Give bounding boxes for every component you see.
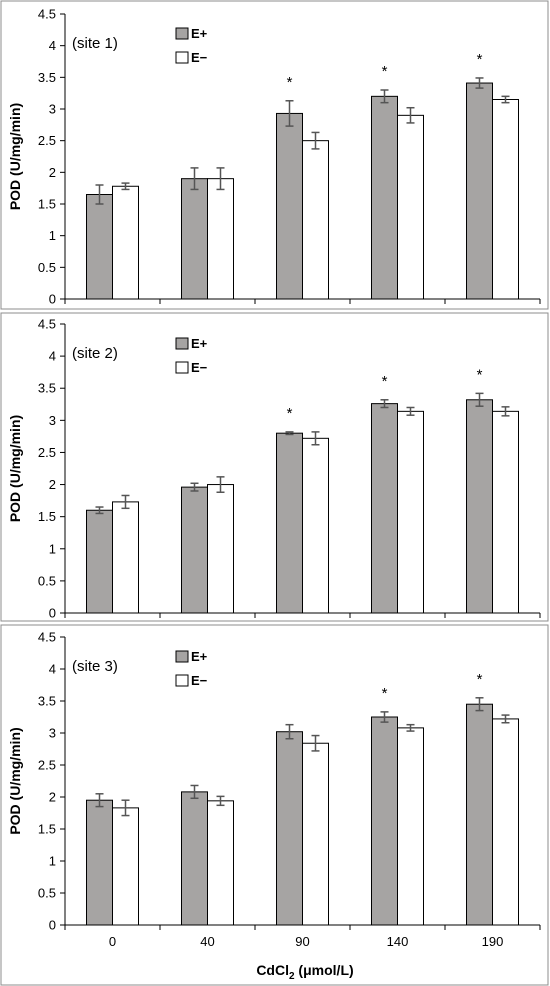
y-tick-label: 1.5 xyxy=(38,197,56,212)
bar xyxy=(112,807,139,926)
y-tick-label: 0.5 xyxy=(38,260,56,275)
significance-marker: * xyxy=(382,63,388,80)
site-label: (site 1) xyxy=(72,35,118,52)
y-tick-label: 0 xyxy=(49,606,56,621)
site-label: (site 3) xyxy=(72,658,118,675)
y-axis-title: POD (U/mg/min) xyxy=(7,103,23,210)
y-tick-label: 2 xyxy=(49,477,56,492)
y-tick-label: 1.5 xyxy=(38,822,56,837)
y-axis-title: POD (U/mg/min) xyxy=(7,415,23,522)
bar xyxy=(276,432,303,614)
bar xyxy=(466,82,493,300)
x-tick-label: 40 xyxy=(200,934,214,949)
legend-swatch xyxy=(175,337,189,350)
legend-label: E+ xyxy=(191,336,208,351)
bar xyxy=(181,178,208,300)
x-axis-title: CdCl2 (μmol/L) xyxy=(256,962,353,982)
significance-marker: * xyxy=(477,671,483,688)
bar xyxy=(371,716,398,926)
y-tick-label: 0 xyxy=(49,918,56,933)
legend-swatch xyxy=(175,650,189,663)
bar xyxy=(492,99,519,300)
significance-marker: * xyxy=(477,366,483,383)
y-tick-label: 1 xyxy=(49,228,56,243)
legend-label: E+ xyxy=(191,26,208,41)
y-tick-label: 3 xyxy=(49,102,56,117)
legend-label: E− xyxy=(191,673,208,688)
bar xyxy=(181,486,208,614)
legend-swatch xyxy=(175,27,189,40)
y-tick-label: 4 xyxy=(49,662,56,677)
significance-marker: * xyxy=(382,373,388,390)
significance-marker: * xyxy=(382,685,388,702)
legend-swatch xyxy=(175,51,189,64)
y-tick-label: 3 xyxy=(49,726,56,741)
bar xyxy=(371,95,398,300)
y-tick-label: 1 xyxy=(49,854,56,869)
site-label: (site 2) xyxy=(72,345,118,362)
y-tick-label: 3.5 xyxy=(38,70,56,85)
x-tick-label: 140 xyxy=(387,934,409,949)
bar xyxy=(86,799,113,926)
y-tick-label: 2.5 xyxy=(38,758,56,773)
y-tick-label: 0 xyxy=(49,292,56,307)
panel-site-3: 0 0.5 1 1.5 2 2.5 3 3.5 4 4.5 POD (U/mg/min) (site … xyxy=(7,630,541,949)
y-tick-label: 4 xyxy=(49,38,56,53)
y-tick-label: 2 xyxy=(49,165,56,180)
y-tick-label: 4.5 xyxy=(38,317,56,332)
bar xyxy=(302,140,329,300)
legend-label: E− xyxy=(191,360,208,375)
bar xyxy=(492,718,519,926)
y-axis-title: POD (U/mg/min) xyxy=(7,727,23,834)
y-tick-label: 4 xyxy=(49,349,56,364)
y-tick-label: 2.5 xyxy=(38,445,56,460)
y-tick-label: 1 xyxy=(49,541,56,556)
bar xyxy=(276,731,303,926)
bar xyxy=(397,410,424,614)
bar xyxy=(276,112,303,300)
legend-swatch xyxy=(175,361,189,374)
bar xyxy=(86,194,113,300)
y-tick-label: 0.5 xyxy=(38,886,56,901)
x-tick-label: 0 xyxy=(109,934,116,949)
x-tick-label: 190 xyxy=(482,934,504,949)
y-tick-label: 4.5 xyxy=(38,630,56,645)
significance-marker: * xyxy=(287,74,293,91)
bar xyxy=(207,484,234,614)
bar xyxy=(466,703,493,926)
bar xyxy=(181,791,208,926)
y-tick-label: 1.5 xyxy=(38,509,56,524)
bar xyxy=(86,509,113,614)
y-tick-label: 2.5 xyxy=(38,133,56,148)
bar xyxy=(397,727,424,926)
y-tick-label: 2 xyxy=(49,790,56,805)
y-tick-label: 0.5 xyxy=(38,573,56,588)
significance-marker: * xyxy=(477,51,483,68)
bar xyxy=(207,800,234,926)
bar xyxy=(466,399,493,614)
panel-frame-site-2 xyxy=(0,312,549,622)
panel-site-2: 0 0.5 1 1.5 2 2.5 3 3.5 4 4.5 POD (U/mg/min) (site … xyxy=(7,317,541,621)
y-tick-label: 4.5 xyxy=(38,7,56,22)
bar xyxy=(112,501,139,614)
legend-label: E− xyxy=(191,50,208,65)
x-tick-label: 90 xyxy=(295,934,309,949)
bar xyxy=(302,437,329,614)
bar xyxy=(371,403,398,614)
panel-frame-site-1 xyxy=(0,0,549,310)
legend-swatch xyxy=(175,674,189,687)
panel-frame-site-3 xyxy=(0,624,549,986)
y-tick-label: 3 xyxy=(49,413,56,428)
bar xyxy=(397,114,424,300)
bar xyxy=(302,742,329,926)
bar xyxy=(112,185,139,300)
y-tick-label: 3.5 xyxy=(38,381,56,396)
bar xyxy=(207,178,234,300)
legend-label: E+ xyxy=(191,649,208,664)
bar xyxy=(492,410,519,614)
y-tick-label: 3.5 xyxy=(38,694,56,709)
panel-site-1: 0 0.5 1 1.5 2 2.5 3 3.5 4 4.5 POD (U/mg/min) (site … xyxy=(7,7,541,307)
significance-marker: * xyxy=(287,405,293,422)
